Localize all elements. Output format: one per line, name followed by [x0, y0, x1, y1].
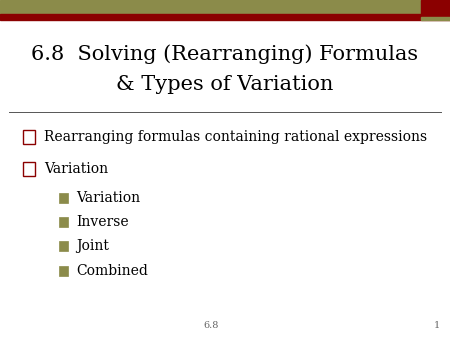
Bar: [58, 193, 68, 203]
Text: Inverse: Inverse: [76, 215, 129, 229]
Bar: [22, 130, 35, 144]
Text: Variation: Variation: [76, 191, 140, 205]
Text: 1: 1: [433, 320, 440, 330]
Bar: [421, 0, 450, 14]
Text: 6.8: 6.8: [204, 320, 219, 330]
Text: Rearranging formulas containing rational expressions: Rearranging formulas containing rational…: [44, 130, 427, 144]
Text: Variation: Variation: [44, 162, 108, 176]
Bar: [0, 14, 450, 20]
Bar: [58, 217, 68, 227]
Bar: [0, 0, 421, 14]
Bar: [421, 17, 450, 20]
Bar: [22, 162, 35, 176]
Bar: [58, 241, 68, 251]
Text: & Types of Variation: & Types of Variation: [116, 75, 334, 94]
Bar: [58, 266, 68, 276]
Text: Combined: Combined: [76, 264, 148, 278]
Text: 6.8  Solving (Rearranging) Formulas: 6.8 Solving (Rearranging) Formulas: [32, 44, 419, 64]
Text: Joint: Joint: [76, 239, 109, 254]
